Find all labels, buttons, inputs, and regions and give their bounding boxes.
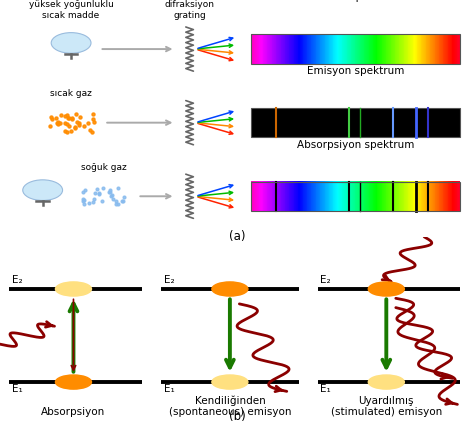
Text: Absorpsiyon spektrum: Absorpsiyon spektrum bbox=[297, 140, 414, 150]
Text: E₂: E₂ bbox=[164, 275, 174, 285]
Text: sıcak gaz: sıcak gaz bbox=[50, 89, 92, 98]
Text: soğuk gaz: soğuk gaz bbox=[82, 163, 127, 172]
Circle shape bbox=[23, 180, 63, 201]
Bar bbox=[251, 108, 460, 137]
Text: E₁: E₁ bbox=[320, 384, 331, 394]
Text: Absorpsiyon: Absorpsiyon bbox=[41, 407, 106, 418]
Circle shape bbox=[55, 375, 91, 389]
Text: difraksiyon
grating: difraksiyon grating bbox=[164, 0, 215, 19]
Text: (b): (b) bbox=[228, 410, 246, 423]
Text: E₂: E₂ bbox=[12, 275, 22, 285]
Text: E₁: E₁ bbox=[12, 384, 23, 394]
Bar bbox=[251, 181, 460, 211]
Text: (a): (a) bbox=[229, 230, 245, 243]
Circle shape bbox=[212, 282, 248, 296]
Text: Emisyon spektrum: Emisyon spektrum bbox=[307, 66, 404, 76]
Circle shape bbox=[55, 282, 91, 296]
Circle shape bbox=[51, 33, 91, 53]
Bar bbox=[251, 34, 460, 64]
Circle shape bbox=[368, 375, 404, 389]
Circle shape bbox=[212, 375, 248, 389]
Circle shape bbox=[368, 282, 404, 296]
Text: E₂: E₂ bbox=[320, 275, 330, 285]
Text: E₁: E₁ bbox=[164, 384, 174, 394]
Text: Uyardılmış
(stimulated) emisyon: Uyardılmış (stimulated) emisyon bbox=[331, 396, 442, 418]
Text: Sürekli spektrum: Sürekli spektrum bbox=[311, 0, 400, 3]
Text: Kendiliğinden
(spontaneous) emisyon: Kendiliğinden (spontaneous) emisyon bbox=[169, 396, 291, 418]
Text: yüksek yoğunluklu
sıcak madde: yüksek yoğunluklu sıcak madde bbox=[28, 0, 114, 19]
